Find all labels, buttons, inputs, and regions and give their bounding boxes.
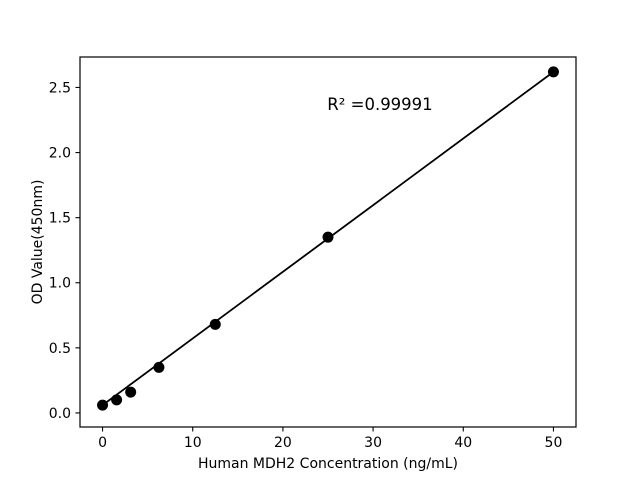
y-tick-label: 1.5 (49, 211, 71, 227)
plot-area-border (79, 56, 577, 428)
data-point (153, 361, 165, 373)
x-tick-label: 40 (454, 435, 472, 451)
y-tick-label: 0.5 (49, 341, 71, 357)
y-axis-label: OD Value(450nm) (30, 180, 46, 305)
data-point (125, 386, 137, 398)
r-squared-annotation: R² =0.99991 (327, 95, 432, 114)
x-tick-label: 30 (364, 435, 382, 451)
data-point (111, 394, 123, 406)
data-series (97, 66, 559, 411)
axis-ticks: 0 10 20 30 40 50 0.0 0.5 1.0 1.5 2.0 2.5 (49, 80, 563, 451)
data-point (97, 399, 109, 411)
y-tick-label: 2.5 (49, 80, 71, 96)
y-tick-label: 2.0 (49, 146, 71, 162)
y-tick-label: 0.0 (49, 406, 71, 422)
x-tick-label: 10 (184, 435, 202, 451)
x-axis-label: Human MDH2 Concentration (ng/mL) (198, 456, 458, 472)
x-tick-label: 20 (274, 435, 292, 451)
x-tick-label: 0 (98, 435, 107, 451)
data-point (547, 66, 559, 78)
y-tick-label: 1.0 (49, 276, 71, 292)
data-point (322, 231, 334, 243)
data-point (209, 318, 221, 330)
x-tick-label: 50 (545, 435, 563, 451)
